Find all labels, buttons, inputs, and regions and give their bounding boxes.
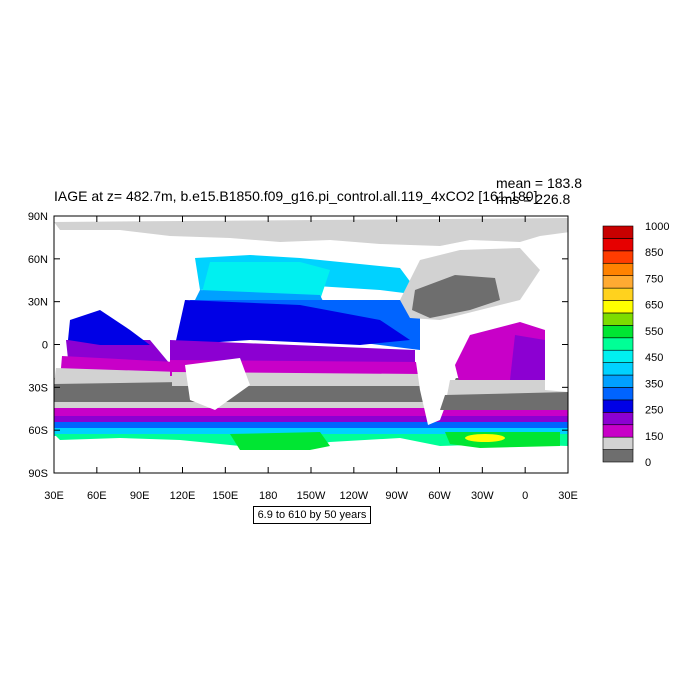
so-band-blue — [54, 422, 568, 430]
colorbar-swatch — [602, 337, 634, 351]
colorbar-label: 750 — [645, 273, 663, 285]
x-tick-label: 120E — [170, 490, 196, 502]
colorbar-swatch — [602, 312, 634, 326]
colorbar-label: 550 — [645, 326, 663, 338]
colorbar-label: 350 — [645, 378, 663, 390]
x-tick-label: 30E — [44, 490, 64, 502]
so-band-magenta — [54, 408, 568, 418]
colorbar-swatch — [602, 287, 634, 301]
x-tick-label: 90E — [130, 490, 150, 502]
y-ticks: 90N 60N 30N 0 30S 60S 90S — [28, 211, 568, 480]
so-band-lightgray — [54, 402, 568, 408]
y-tick-label: 30N — [28, 297, 48, 309]
colorbar-swatch — [602, 436, 634, 450]
australia — [185, 358, 250, 410]
colorbar-swatch — [602, 424, 634, 438]
colorbar-swatch — [602, 399, 634, 413]
contour-range-label: 6.9 to 610 by 50 years — [253, 506, 371, 524]
map-field — [54, 216, 568, 473]
y-tick-label: 60S — [28, 425, 48, 437]
atlantic-purple — [510, 335, 545, 385]
x-ticks: 30E 60E 90E 120E 150E 180 150W 120W 90W 60W 30W 0 30… — [44, 216, 578, 502]
colorbar-swatch — [602, 250, 634, 264]
colorbar-label: 150 — [645, 431, 663, 443]
colorbar-label: 250 — [645, 405, 663, 417]
colorbar-label: 650 — [645, 300, 663, 312]
y-tick-label: 60N — [28, 254, 48, 266]
so-band-purple — [54, 416, 568, 424]
colorbar-swatch — [602, 262, 634, 276]
x-tick-label: 30E — [558, 490, 578, 502]
colorbar: 1000 850 750 650 550 450 350 250 150 0 — [602, 221, 669, 469]
pacific-cyan — [200, 262, 330, 300]
colorbar-label: 850 — [645, 247, 663, 259]
x-tick-label: 150W — [297, 490, 326, 502]
y-tick-label: 90S — [28, 468, 48, 480]
colorbar-swatch — [602, 412, 634, 426]
so-band-cyan — [54, 428, 568, 436]
rms-value: rms = 226.8 — [496, 191, 571, 207]
atlantic-gray — [440, 392, 568, 410]
plot-title: IAGE at z= 482.7m, b.e15.B1850.f09_g16.p… — [54, 188, 538, 204]
x-tick-label: 60W — [428, 490, 451, 502]
mean-value: mean = 183.8 — [496, 175, 583, 191]
arabian-sea — [68, 310, 150, 345]
y-tick-label: 90N — [28, 211, 48, 223]
south-america — [415, 330, 470, 425]
colorbar-swatch — [602, 449, 634, 463]
colorbar-swatch — [602, 362, 634, 376]
colorbar-swatch — [602, 275, 634, 289]
y-tick-label: 0 — [42, 340, 48, 352]
x-tick-label: 120W — [339, 490, 368, 502]
africa — [545, 298, 568, 392]
x-tick-label: 60E — [87, 490, 107, 502]
colorbar-swatch — [602, 387, 634, 401]
x-tick-label: 30W — [471, 490, 494, 502]
colorbar-swatch — [602, 374, 634, 388]
colorbar-label: 0 — [645, 457, 651, 469]
colorbar-swatch — [602, 325, 634, 339]
pacific-deepblue — [175, 300, 410, 345]
so-band-green-pacific — [230, 432, 330, 452]
x-tick-label: 180 — [259, 490, 277, 502]
so-band-green-atlantic — [445, 432, 560, 448]
so-band-yellow — [465, 434, 505, 442]
north-america-gray — [412, 275, 500, 318]
colorbar-label: 1000 — [645, 221, 669, 233]
arctic-region — [54, 218, 568, 246]
colorbar-swatch — [602, 225, 634, 239]
colorbar-label: 450 — [645, 352, 663, 364]
y-tick-label: 30S — [28, 382, 48, 394]
colorbar-swatch — [602, 349, 634, 363]
pacific-purple — [170, 340, 415, 362]
colorbar-swatch — [602, 300, 634, 314]
colorbar-swatch — [602, 238, 634, 252]
indian-ocean-lightgray — [54, 368, 182, 384]
x-tick-label: 90W — [385, 490, 408, 502]
x-tick-label: 150E — [212, 490, 238, 502]
x-tick-label: 0 — [522, 490, 528, 502]
